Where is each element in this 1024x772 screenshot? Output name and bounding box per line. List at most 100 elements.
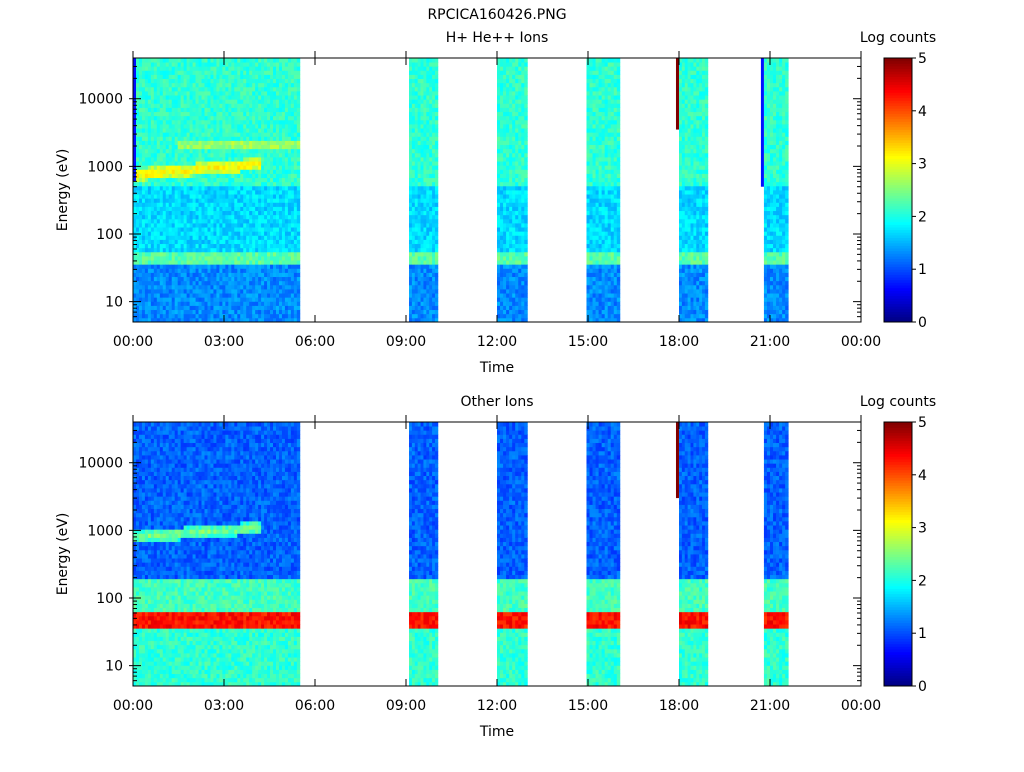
- spectrogram-cell: [231, 152, 235, 158]
- spectrogram-cell: [420, 128, 424, 133]
- spectrogram-cell: [434, 260, 439, 265]
- spectrogram-cell: [267, 161, 271, 166]
- spectrogram-cell: [240, 148, 244, 154]
- spectrogram-cell: [177, 103, 182, 108]
- spectrogram-cell: [246, 107, 250, 113]
- spectrogram-cell: [276, 62, 280, 67]
- spectrogram-cell: [409, 227, 413, 232]
- spectrogram-cell: [234, 177, 238, 183]
- spectrogram-cell: [429, 272, 433, 278]
- spectrogram-cell: [138, 251, 143, 257]
- spectrogram-cell: [186, 82, 191, 88]
- spectrogram-cell: [219, 206, 223, 212]
- spectrogram-cell: [222, 66, 226, 71]
- spectrogram-cell: [586, 124, 590, 129]
- spectrogram-cell: [243, 157, 247, 162]
- spectrogram-cell: [411, 276, 416, 282]
- spectrogram-cell: [409, 235, 413, 240]
- spectrogram-cell: [183, 198, 188, 203]
- spectrogram-cell: [171, 251, 176, 257]
- spectrogram-cell: [287, 58, 292, 63]
- spectrogram-cell: [429, 140, 433, 146]
- spectrogram-cell: [521, 214, 525, 220]
- spectrogram-cell: [198, 136, 202, 141]
- spectrogram-cell: [234, 297, 238, 302]
- spectrogram-cell: [586, 111, 590, 117]
- spectrogram-cell: [153, 82, 158, 88]
- spectrogram-cell: [144, 107, 149, 113]
- spectrogram-cell: [509, 78, 513, 84]
- spectrogram-cell: [246, 177, 250, 183]
- spectrogram-cell: [515, 152, 519, 158]
- spectrogram-cell: [287, 214, 292, 220]
- spectrogram-cell: [432, 66, 436, 71]
- spectrogram-cell: [252, 206, 256, 212]
- spectrogram-cell: [141, 181, 146, 187]
- spectrogram-cell: [432, 235, 436, 240]
- spectrogram-cell: [509, 264, 513, 269]
- spectrogram-cell: [150, 280, 155, 286]
- spectrogram-cell: [284, 119, 289, 125]
- spectrogram-cell: [278, 82, 283, 88]
- spectrogram-cell: [255, 243, 259, 249]
- spectrogram-cell: [133, 218, 137, 224]
- spectrogram-cell: [171, 297, 176, 302]
- spectrogram-cell: [201, 276, 205, 282]
- spectrogram-cell: [198, 297, 202, 302]
- spectrogram-cell: [420, 293, 424, 298]
- spectrogram-cell: [434, 165, 439, 170]
- spectrogram-cell: [276, 227, 280, 232]
- spectrogram-cell: [180, 194, 185, 199]
- spectrogram-cell: [186, 313, 191, 319]
- spectrogram-cell: [150, 198, 155, 203]
- spectrogram-cell: [434, 235, 439, 240]
- spectrogram-cell: [135, 317, 140, 323]
- spectrogram-cell: [409, 317, 413, 323]
- spectrogram-cell: [192, 74, 196, 80]
- spectrogram-cell: [153, 202, 158, 207]
- spectrogram-cell: [515, 91, 519, 96]
- spectrogram-cell: [429, 177, 433, 183]
- spectrogram-cell: [225, 99, 229, 104]
- spectrogram-cell: [213, 239, 217, 245]
- spectrogram-cell: [252, 148, 256, 154]
- spectrogram-cell: [165, 185, 170, 191]
- spectrogram-cell: [287, 140, 292, 146]
- spectrogram-cell: [210, 256, 214, 261]
- spectrogram-cell: [281, 289, 286, 294]
- spectrogram-cell: [249, 132, 253, 137]
- spectrogram-cell: [267, 198, 271, 203]
- spectrogram-cell: [500, 136, 504, 141]
- spectrogram-cell: [423, 231, 427, 236]
- spectrogram-cell: [524, 115, 528, 121]
- spectrogram-cell: [231, 235, 235, 240]
- spectrogram-cell: [278, 289, 283, 294]
- spectrogram-cell: [273, 293, 277, 298]
- spectrogram-cell: [171, 231, 176, 236]
- spectrogram-cell: [249, 66, 253, 71]
- spectrogram-cell: [243, 231, 247, 236]
- spectrogram-cell: [153, 247, 158, 253]
- spectrogram-cell: [267, 231, 271, 236]
- spectrogram-cell: [497, 91, 501, 96]
- spectrogram-cell: [207, 58, 211, 63]
- spectrogram-cell: [240, 62, 244, 67]
- spectrogram-cell: [270, 58, 274, 63]
- spectrogram-cell: [201, 107, 205, 113]
- spectrogram-cell: [141, 264, 146, 269]
- spectrogram-cell: [198, 99, 202, 104]
- spectrogram-cell: [180, 128, 185, 133]
- spectrogram-cell: [276, 256, 280, 261]
- spectrogram-cell: [243, 272, 247, 278]
- spectrogram-cell: [409, 223, 413, 228]
- spectrogram-cell: [189, 181, 193, 187]
- spectrogram-cell: [198, 173, 202, 179]
- spectrogram-cell: [204, 214, 208, 220]
- spectrogram-cell: [249, 107, 253, 113]
- spectrogram-cell: [222, 95, 226, 100]
- spectrogram-cell: [183, 239, 188, 245]
- spectrogram-cell: [168, 91, 173, 96]
- spectrogram-cell: [524, 297, 528, 302]
- spectrogram-cell: [210, 227, 214, 232]
- spectrogram-cell: [228, 297, 232, 302]
